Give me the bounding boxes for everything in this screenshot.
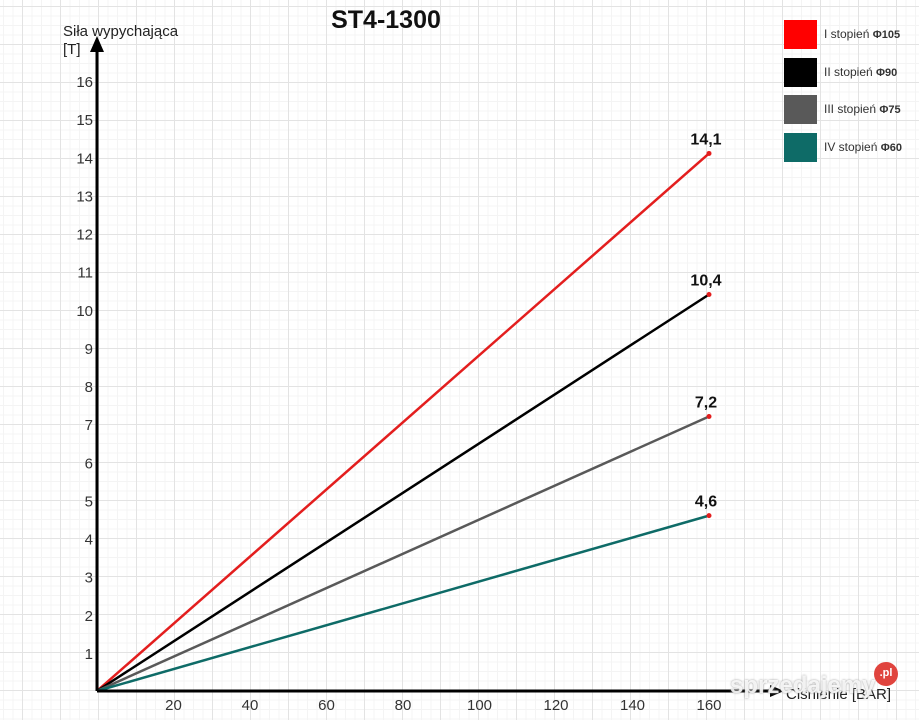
y-tick-label: 1 (85, 646, 93, 663)
legend-swatch (784, 133, 817, 162)
x-axis-ticks: 20 40 60 80 100 120 140 160 (165, 697, 721, 714)
x-tick-label: 40 (242, 697, 259, 714)
data-point-marker (706, 292, 712, 297)
y-axis-label: Siła wypychająca [T] (63, 23, 178, 59)
data-point-marker (706, 150, 712, 156)
y-axis-label-line2: [T] (63, 41, 81, 58)
data-point-marker (706, 513, 712, 519)
x-tick-label: 160 (696, 697, 721, 714)
series-line (96, 415, 710, 693)
chart-title: ST4-1300 (331, 6, 441, 34)
y-tick-label: 10 (76, 303, 93, 320)
y-tick-label: 3 (85, 570, 93, 587)
legend-label: IV stopień (824, 140, 881, 154)
legend-item-4: IV stopień Φ60 (784, 133, 919, 163)
legend-swatch (784, 20, 817, 49)
x-tick-label: 140 (620, 697, 645, 714)
y-tick-label: 8 (85, 379, 93, 396)
x-axis-label: Ciśnienie [BAR] (786, 686, 892, 703)
y-tick-label: 5 (85, 493, 93, 510)
legend-diameter: Φ75 (879, 104, 901, 116)
legend-item-2: II stopień Φ90 (784, 58, 919, 88)
data-point-marker (706, 414, 712, 419)
series-line (96, 293, 710, 693)
legend-diameter: Φ90 (876, 67, 898, 79)
x-tick-label: 20 (165, 697, 182, 714)
legend-label: III stopień (824, 102, 880, 116)
series-lines (96, 152, 710, 693)
legend-item-3: III stopień Φ75 (784, 95, 919, 125)
y-axis-label-line1: Siła wypychająca (63, 23, 179, 40)
legend-label: I stopień (824, 27, 873, 41)
y-tick-label: 16 (76, 74, 93, 91)
end-value-label: 4,6 (695, 494, 717, 511)
x-tick-label: 120 (543, 697, 568, 714)
y-tick-label: 4 (85, 532, 93, 549)
end-value-label: 14,1 (690, 131, 721, 148)
series-line (96, 152, 710, 692)
legend-swatch (784, 95, 817, 124)
y-tick-label: 11 (77, 265, 93, 282)
legend-diameter: Φ105 (872, 29, 901, 41)
watermark-text: sprzedajemy (730, 672, 876, 699)
legend-label: II stopień (824, 65, 877, 79)
series-line (96, 514, 710, 693)
legend-item-1: I stopień Φ105 (784, 20, 919, 50)
end-value-labels: 14,1 10,4 7,2 4,6 (690, 131, 722, 519)
y-tick-label: 2 (85, 608, 93, 625)
x-tick-label: 60 (318, 697, 335, 714)
y-tick-label: 9 (85, 341, 93, 358)
y-tick-label: 13 (76, 188, 93, 205)
watermark-badge: .pl (874, 662, 898, 686)
legend-swatch (784, 58, 817, 87)
y-tick-label: 6 (85, 455, 93, 472)
y-tick-label: 7 (85, 417, 93, 434)
x-tick-label: 80 (395, 697, 412, 714)
y-axis-arrow-icon (90, 36, 104, 52)
y-tick-label: 14 (76, 150, 93, 167)
end-value-label: 7,2 (695, 395, 717, 412)
y-tick-label: 12 (76, 227, 93, 244)
x-tick-label: 100 (467, 697, 492, 714)
y-tick-label: 15 (76, 112, 93, 129)
x-axis-arrow-icon (770, 685, 784, 697)
end-value-label: 10,4 (690, 273, 721, 290)
legend-diameter: Φ60 (880, 142, 902, 154)
